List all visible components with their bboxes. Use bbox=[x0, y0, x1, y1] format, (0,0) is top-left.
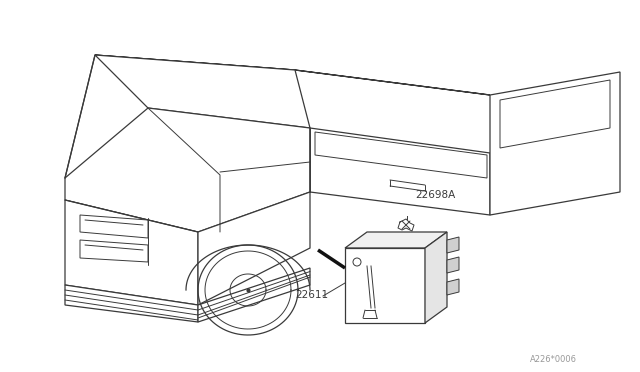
Polygon shape bbox=[310, 128, 490, 215]
Polygon shape bbox=[490, 72, 620, 215]
Polygon shape bbox=[65, 285, 198, 322]
Polygon shape bbox=[65, 200, 198, 305]
Polygon shape bbox=[447, 279, 459, 295]
Polygon shape bbox=[95, 55, 310, 128]
Polygon shape bbox=[447, 237, 459, 253]
Polygon shape bbox=[315, 132, 487, 178]
Polygon shape bbox=[65, 108, 310, 232]
Polygon shape bbox=[198, 192, 310, 305]
Text: A226*0006: A226*0006 bbox=[530, 355, 577, 364]
Text: 22698A: 22698A bbox=[415, 190, 455, 200]
Polygon shape bbox=[80, 215, 148, 238]
Polygon shape bbox=[345, 248, 425, 323]
Polygon shape bbox=[500, 80, 610, 148]
Polygon shape bbox=[425, 232, 447, 323]
Polygon shape bbox=[447, 257, 459, 273]
Polygon shape bbox=[95, 55, 490, 95]
Polygon shape bbox=[80, 240, 148, 262]
Text: 22611: 22611 bbox=[295, 290, 328, 300]
Polygon shape bbox=[198, 268, 310, 322]
Ellipse shape bbox=[353, 258, 361, 266]
Polygon shape bbox=[345, 232, 447, 248]
